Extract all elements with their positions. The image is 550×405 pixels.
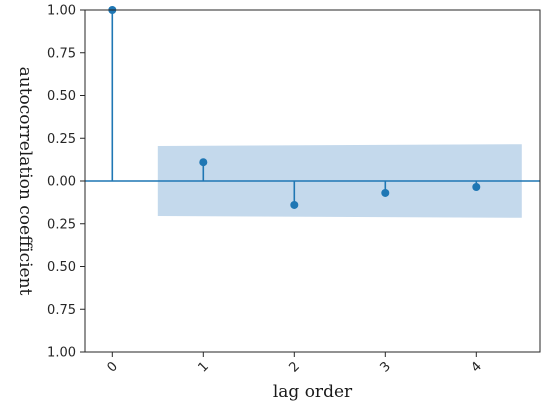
marker-lag-2 — [290, 200, 299, 209]
x-tick-label: 1 — [195, 359, 211, 375]
y-tick-label: 0.75 — [47, 46, 76, 61]
y-axis: 1.00 0.75 0.50 0.25 0.00 0.25 0.50 0.75 1.00 — [47, 4, 85, 361]
x-tick-label: 0 — [104, 359, 120, 375]
x-axis: 0 1 2 3 4 — [104, 352, 485, 376]
stem-layer — [108, 6, 481, 209]
x-tick-label: 3 — [377, 359, 393, 375]
x-axis-title: lag order — [273, 382, 353, 402]
y-tick-label: 0.25 — [47, 132, 76, 147]
y-tick-label: 0.25 — [47, 217, 76, 232]
y-tick-label: 0.75 — [47, 303, 76, 318]
y-axis-title: autocorrelation coefficient — [15, 67, 35, 296]
y-tick-label: 1.00 — [47, 4, 76, 19]
x-tick-label: 2 — [286, 359, 302, 375]
y-tick-label: 1.00 — [47, 346, 76, 361]
marker-lag-1 — [199, 158, 208, 167]
marker-lag-3 — [381, 188, 390, 197]
x-tick-label: 4 — [468, 359, 484, 375]
marker-lag-4 — [472, 182, 481, 191]
y-tick-label: 0.50 — [47, 89, 76, 104]
y-tick-label: 0.50 — [47, 260, 76, 275]
y-tick-label: 0.00 — [47, 175, 76, 190]
